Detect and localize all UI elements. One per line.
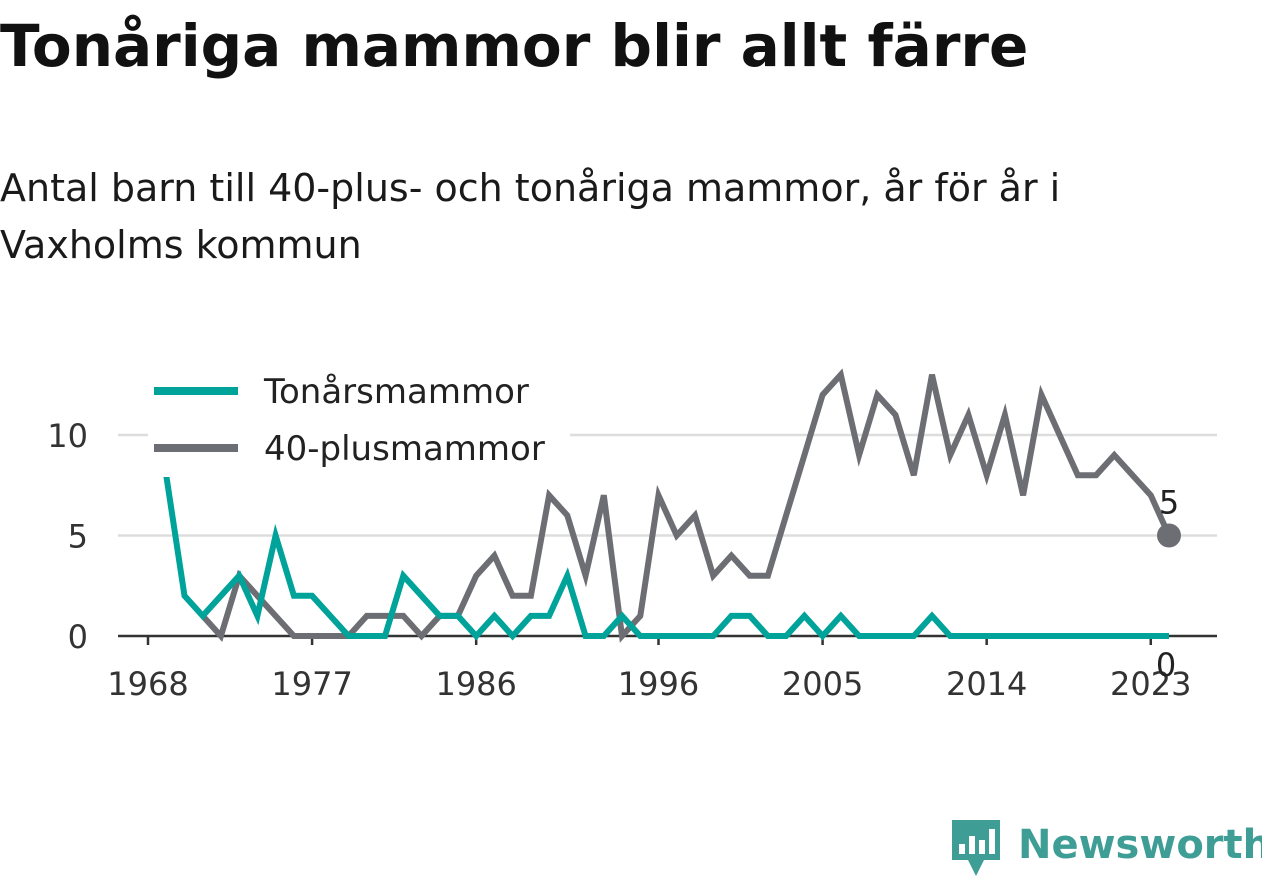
chart-subtitle: Antal barn till 40-plus- och tonåriga ma… — [0, 166, 1061, 267]
legend-label: 40-plusmammor — [264, 429, 545, 469]
series-lines: 50 — [163, 368, 1181, 684]
legend-background — [148, 365, 570, 477]
x-tick-label: 2005 — [782, 665, 863, 703]
y-tick-label: 5 — [68, 518, 88, 556]
series-line-tonarsmammor — [163, 474, 1169, 641]
x-tick-label: 1977 — [271, 665, 352, 703]
x-tick-label: 2023 — [1110, 665, 1191, 703]
series-line-40-plusmammor — [200, 368, 1172, 643]
chart-title: Tonåriga mammor blir allt färre — [0, 12, 1029, 80]
legend: Tonårsmammor 40-plusmammor — [148, 365, 570, 477]
end-point-40-plusmammor — [1157, 523, 1181, 548]
y-tick-label: 10 — [47, 417, 88, 455]
y-tick-label: 0 — [68, 618, 88, 656]
end-label-40-plusmammor: 5 — [1159, 484, 1179, 522]
bar-chart-icon — [952, 820, 1000, 876]
x-tick-label: 1968 — [107, 665, 188, 703]
newsworthy-logo: Newsworthy — [950, 818, 1262, 878]
x-tick-label: 1996 — [618, 665, 699, 703]
x-tick-label: 1986 — [435, 665, 516, 703]
legend-label: Tonårsmammor — [263, 372, 529, 412]
x-tick-label: 2014 — [946, 665, 1027, 703]
end-label-tonarsmammor: 0 — [1156, 646, 1176, 684]
brand-name: Newsworthy — [1018, 822, 1262, 868]
